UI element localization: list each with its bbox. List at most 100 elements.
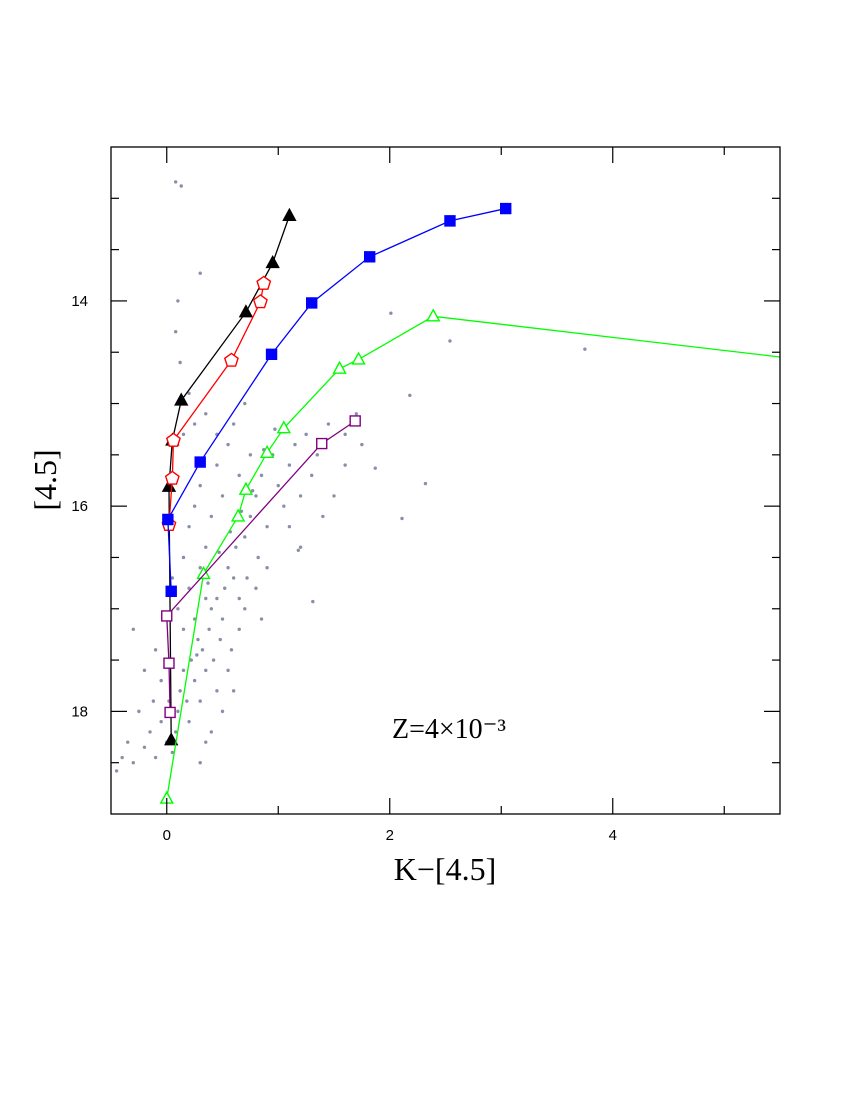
x-axis-label: K−[4.5] bbox=[394, 851, 496, 887]
star-point bbox=[226, 668, 230, 673]
star-point bbox=[254, 494, 258, 498]
star-point bbox=[200, 648, 205, 652]
star-point bbox=[204, 545, 208, 549]
star-point bbox=[245, 576, 249, 580]
star-point bbox=[243, 401, 247, 406]
star-point bbox=[176, 709, 180, 714]
star-point bbox=[298, 494, 303, 498]
star-point bbox=[254, 586, 258, 590]
star-point bbox=[389, 311, 393, 315]
track-marker bbox=[316, 437, 328, 450]
star-point bbox=[373, 466, 377, 470]
star-point bbox=[142, 745, 147, 749]
star-point bbox=[231, 422, 236, 426]
track-marker bbox=[164, 732, 179, 746]
star-point bbox=[131, 760, 135, 765]
star-point bbox=[343, 432, 347, 437]
star-point bbox=[250, 489, 255, 493]
star-point bbox=[159, 719, 163, 724]
star-point bbox=[198, 483, 202, 488]
track-marker bbox=[276, 420, 292, 434]
star-point bbox=[259, 617, 264, 621]
track-marker bbox=[162, 513, 174, 526]
star-point bbox=[206, 581, 210, 585]
star-point bbox=[215, 689, 219, 693]
star-point bbox=[231, 689, 236, 693]
star-point bbox=[211, 658, 216, 662]
star-point bbox=[176, 299, 180, 303]
star-point bbox=[181, 668, 186, 673]
star-point bbox=[265, 524, 269, 529]
track-marker bbox=[174, 392, 189, 406]
star-point bbox=[126, 740, 130, 744]
track-marker bbox=[351, 351, 366, 365]
star-point bbox=[204, 740, 208, 744]
star-point bbox=[423, 481, 428, 486]
star-point bbox=[583, 347, 587, 351]
star-point bbox=[226, 442, 230, 447]
track-marker bbox=[238, 481, 254, 495]
plot-area bbox=[114, 180, 842, 804]
y-tick-label: 14 bbox=[71, 293, 88, 310]
star-point bbox=[296, 548, 301, 552]
track-marker bbox=[306, 297, 318, 309]
x-tick-label: 0 bbox=[163, 827, 171, 844]
star-point bbox=[220, 617, 225, 621]
star-point bbox=[198, 271, 202, 275]
star-point bbox=[187, 391, 191, 395]
track-marker bbox=[164, 706, 176, 719]
star-point bbox=[321, 514, 325, 519]
y-tick-label: 16 bbox=[71, 498, 88, 515]
track-marker bbox=[830, 357, 842, 368]
star-point bbox=[187, 719, 191, 724]
track-marker bbox=[259, 444, 275, 458]
star-point bbox=[220, 709, 225, 714]
star-point bbox=[209, 514, 214, 519]
track-marker bbox=[238, 304, 254, 318]
star-point bbox=[215, 596, 219, 601]
star-point bbox=[215, 463, 219, 467]
x-tick-label: 4 bbox=[609, 827, 617, 844]
star-point bbox=[153, 648, 158, 652]
star-point bbox=[408, 393, 412, 398]
star-point bbox=[217, 550, 221, 555]
star-point bbox=[237, 596, 241, 601]
star-point bbox=[178, 689, 182, 693]
star-point bbox=[243, 607, 247, 611]
track-marker bbox=[230, 508, 246, 522]
star-point bbox=[198, 566, 202, 570]
star-point bbox=[181, 627, 186, 631]
star-point bbox=[229, 648, 234, 652]
star-point bbox=[448, 339, 452, 343]
star-point bbox=[204, 668, 208, 673]
star-point bbox=[151, 699, 156, 703]
track-line bbox=[168, 215, 291, 741]
star-point bbox=[189, 658, 193, 662]
star-point bbox=[304, 432, 308, 437]
track-marker bbox=[164, 470, 180, 485]
star-point bbox=[153, 755, 158, 760]
star-point bbox=[231, 576, 236, 580]
track-marker bbox=[163, 657, 175, 669]
star-point bbox=[181, 555, 186, 560]
star-point bbox=[198, 760, 202, 765]
star-point bbox=[209, 607, 214, 611]
star-point bbox=[248, 453, 253, 457]
y-tick-label: 18 bbox=[71, 703, 88, 720]
star-point bbox=[400, 516, 404, 521]
star-point bbox=[273, 427, 277, 431]
star-point bbox=[234, 545, 238, 549]
star-point bbox=[226, 566, 230, 570]
star-point bbox=[220, 494, 225, 498]
star-point bbox=[343, 463, 347, 467]
track-marker bbox=[349, 415, 361, 427]
star-point bbox=[207, 627, 211, 631]
star-point bbox=[170, 576, 175, 580]
star-point bbox=[176, 607, 180, 611]
track-marker bbox=[363, 251, 376, 263]
star-point bbox=[248, 514, 253, 519]
star-point bbox=[195, 653, 199, 657]
star-point bbox=[185, 699, 189, 703]
